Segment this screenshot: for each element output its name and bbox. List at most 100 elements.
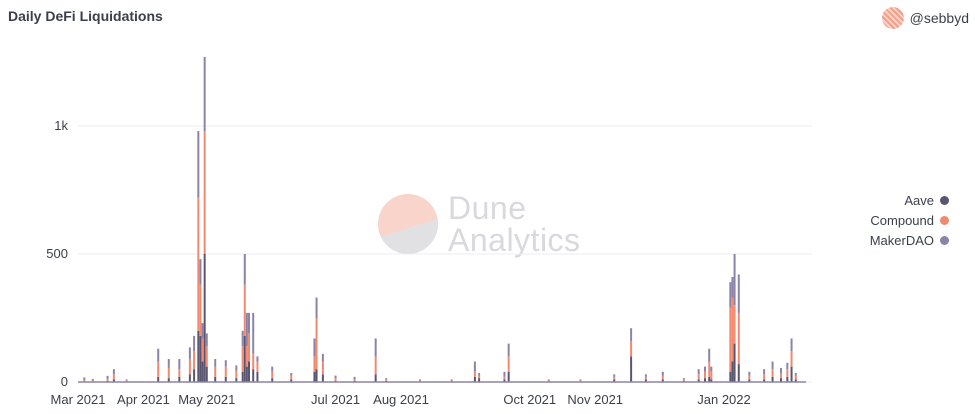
bar-segment-aave[interactable] xyxy=(112,379,115,382)
bar-segment-makerdao[interactable] xyxy=(503,371,506,377)
bar-segment-aave[interactable] xyxy=(478,378,481,382)
bar-segment-makerdao[interactable] xyxy=(188,347,191,359)
bar-segment-aave[interactable] xyxy=(644,379,647,382)
bar-segment-makerdao[interactable] xyxy=(353,376,356,380)
bar-segment-makerdao[interactable] xyxy=(374,338,377,357)
bar-segment-aave[interactable] xyxy=(321,374,324,382)
bar-segment-compound[interactable] xyxy=(112,374,115,380)
bar-segment-compound[interactable] xyxy=(125,380,128,382)
bar-segment-compound[interactable] xyxy=(661,375,664,380)
bar-segment-makerdao[interactable] xyxy=(478,373,481,376)
bar-segment-compound[interactable] xyxy=(733,305,736,344)
bar-segment-compound[interactable] xyxy=(83,379,86,382)
bar-segment-makerdao[interactable] xyxy=(737,274,740,313)
bar-segment-makerdao[interactable] xyxy=(157,348,160,362)
bar-segment-aave[interactable] xyxy=(245,366,248,382)
bar-segment-aave[interactable] xyxy=(205,366,208,382)
bar-segment-compound[interactable] xyxy=(374,356,377,375)
bar-segment-makerdao[interactable] xyxy=(203,56,206,132)
bar-segment-aave[interactable] xyxy=(704,378,706,382)
bar-segment-makerdao[interactable] xyxy=(786,362,789,370)
bar-segment-makerdao[interactable] xyxy=(697,369,700,375)
bar-segment-aave[interactable] xyxy=(214,376,217,382)
bar-segment-compound[interactable] xyxy=(790,351,793,367)
bar-segment-aave[interactable] xyxy=(507,371,510,382)
bar-segment-aave[interactable] xyxy=(157,376,160,382)
bar-segment-makerdao[interactable] xyxy=(710,366,713,372)
bar-segment-compound[interactable] xyxy=(547,380,550,382)
bar-segment-makerdao[interactable] xyxy=(205,333,208,347)
bar-segment-makerdao[interactable] xyxy=(178,358,181,370)
bar-segment-compound[interactable] xyxy=(334,378,337,381)
bar-segment-compound[interactable] xyxy=(503,376,506,380)
bar-segment-makerdao[interactable] xyxy=(733,254,736,306)
bar-segment-compound[interactable] xyxy=(193,351,196,370)
bar-segment-aave[interactable] xyxy=(731,361,734,382)
bar-segment-makerdao[interactable] xyxy=(794,373,797,376)
bar-segment-compound[interactable] xyxy=(214,366,217,377)
bar-segment-makerdao[interactable] xyxy=(321,353,324,362)
bar-segment-compound[interactable] xyxy=(763,374,766,380)
bar-segment-aave[interactable] xyxy=(794,379,797,382)
bar-segment-compound[interactable] xyxy=(708,361,711,377)
bar-segment-makerdao[interactable] xyxy=(763,369,766,375)
bar-segment-compound[interactable] xyxy=(478,375,481,379)
bar-segment-makerdao[interactable] xyxy=(112,369,115,375)
bar-segment-compound[interactable] xyxy=(188,358,191,375)
bar-segment-aave[interactable] xyxy=(256,371,259,382)
bar-segment-makerdao[interactable] xyxy=(661,371,664,376)
bar-segment-aave[interactable] xyxy=(748,379,751,382)
legend-item-makerdao[interactable]: MakerDAO xyxy=(870,230,949,250)
bar-segment-makerdao[interactable] xyxy=(106,375,109,379)
bar-segment-compound[interactable] xyxy=(748,375,751,380)
bar-segment-aave[interactable] xyxy=(786,376,789,382)
bar-segment-aave[interactable] xyxy=(710,379,713,382)
bar-segment-compound[interactable] xyxy=(450,380,453,382)
bar-segment-compound[interactable] xyxy=(385,379,388,381)
bar-segment-makerdao[interactable] xyxy=(235,365,238,371)
bar-segment-compound[interactable] xyxy=(271,371,274,379)
bar-segment-makerdao[interactable] xyxy=(290,373,293,376)
bar-segment-compound[interactable] xyxy=(771,369,774,377)
bar-segment-aave[interactable] xyxy=(729,371,732,382)
legend-item-compound[interactable]: Compound xyxy=(870,210,949,230)
bar-segment-compound[interactable] xyxy=(241,346,244,372)
bar-segment-aave[interactable] xyxy=(313,371,316,382)
bar-segment-compound[interactable] xyxy=(507,356,510,372)
bar-segment-compound[interactable] xyxy=(737,312,740,365)
bar-segment-makerdao[interactable] xyxy=(748,371,751,376)
bar-segment-compound[interactable] xyxy=(224,366,227,377)
bar-segment-compound[interactable] xyxy=(682,379,685,381)
bar-segment-aave[interactable] xyxy=(290,379,293,382)
bar-segment-compound[interactable] xyxy=(353,379,356,381)
bar-segment-aave[interactable] xyxy=(203,254,206,382)
bar-segment-compound[interactable] xyxy=(256,361,259,372)
bar-segment-compound[interactable] xyxy=(794,375,797,380)
bar-segment-aave[interactable] xyxy=(224,376,227,382)
bar-segment-compound[interactable] xyxy=(630,341,633,357)
bar-segment-aave[interactable] xyxy=(503,379,506,382)
bar-segment-aave[interactable] xyxy=(771,376,774,382)
legend-item-aave[interactable]: Aave xyxy=(870,190,949,210)
bar-segment-compound[interactable] xyxy=(321,361,324,375)
bar-segment-makerdao[interactable] xyxy=(644,374,647,377)
bar-segment-compound[interactable] xyxy=(245,346,248,367)
bar-segment-makerdao[interactable] xyxy=(729,282,732,308)
bar-segment-compound[interactable] xyxy=(710,371,713,380)
bar-segment-compound[interactable] xyxy=(167,367,170,379)
bar-segment-makerdao[interactable] xyxy=(507,343,510,357)
bar-segment-makerdao[interactable] xyxy=(708,348,711,362)
bar-segment-aave[interactable] xyxy=(733,343,736,382)
bar-segment-aave[interactable] xyxy=(243,335,246,382)
bar-segment-compound[interactable] xyxy=(157,361,160,377)
bar-segment-aave[interactable] xyxy=(201,361,204,382)
bar-segment-makerdao[interactable] xyxy=(193,335,196,352)
bar-segment-compound[interactable] xyxy=(178,369,181,377)
bar-segment-compound[interactable] xyxy=(313,356,316,372)
bar-segment-makerdao[interactable] xyxy=(199,259,202,285)
bar-segment-aave[interactable] xyxy=(248,361,250,382)
bar-segment-makerdao[interactable] xyxy=(790,338,793,352)
bar-segment-compound[interactable] xyxy=(290,375,293,380)
bar-segment-aave[interactable] xyxy=(790,366,793,382)
author-badge[interactable]: @sebbyd xyxy=(881,7,969,29)
